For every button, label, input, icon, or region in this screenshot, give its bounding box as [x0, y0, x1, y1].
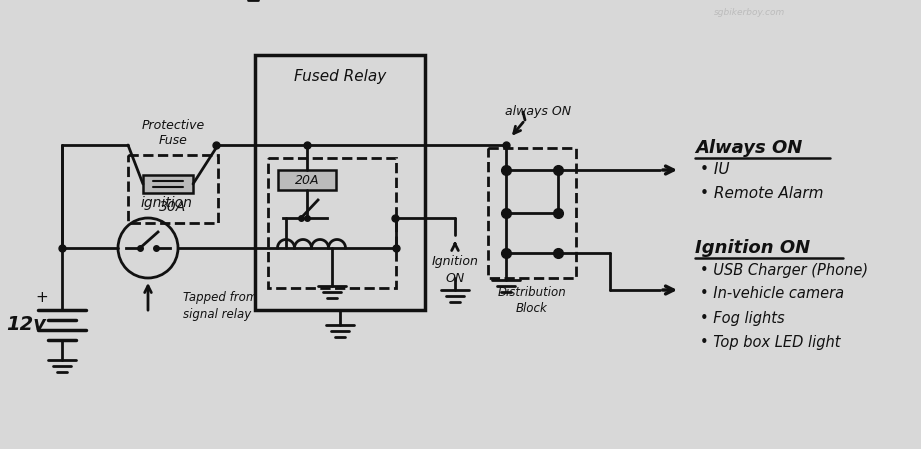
Bar [128, 155, 218, 223]
Text: • IU: • IU [700, 163, 729, 177]
Text: 30A: 30A [159, 200, 187, 214]
Bar [255, 55, 425, 310]
Text: Tapped from
signal relay: Tapped from signal relay [183, 291, 257, 321]
Text: Ignition ON: Ignition ON [695, 239, 810, 257]
Text: 20A: 20A [295, 173, 320, 186]
Text: always ON: always ON [505, 106, 571, 119]
Text: • Fog lights: • Fog lights [700, 311, 785, 326]
Text: 12v: 12v [6, 316, 46, 335]
Text: • In-vehicle camera: • In-vehicle camera [700, 286, 845, 301]
Text: • Top box LED light: • Top box LED light [700, 335, 841, 349]
Bar [268, 158, 396, 288]
Text: Distribution
Block: Distribution Block [497, 286, 566, 314]
Bar [143, 175, 193, 193]
Text: Protective
Fuse: Protective Fuse [142, 119, 204, 147]
Text: sgbikerboy.com: sgbikerboy.com [715, 8, 786, 17]
Text: ignition: ignition [140, 196, 192, 210]
Text: +: + [36, 291, 49, 305]
Bar [278, 170, 336, 190]
Text: Fused Relay: Fused Relay [294, 70, 386, 84]
Text: • USB Charger (Phone): • USB Charger (Phone) [700, 263, 869, 277]
Bar [488, 148, 576, 278]
Text: • Remote Alarm: • Remote Alarm [700, 186, 823, 202]
Text: Ignition
ON: Ignition ON [432, 255, 478, 285]
Text: Always ON: Always ON [695, 139, 802, 157]
